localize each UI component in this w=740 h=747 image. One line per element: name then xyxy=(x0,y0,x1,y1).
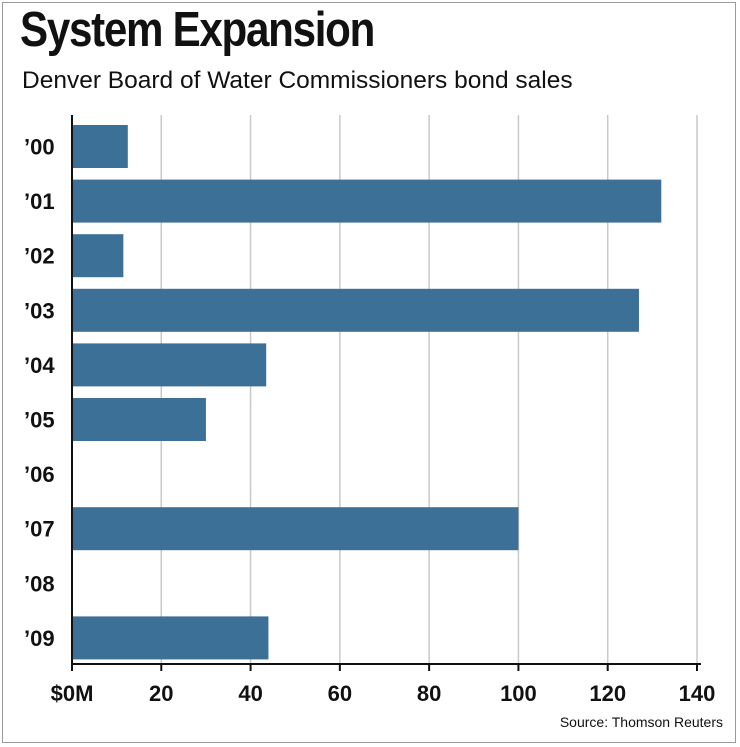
bar-9 xyxy=(72,616,269,660)
x-tick-label: 120 xyxy=(589,681,626,706)
category-label: ’01 xyxy=(24,189,55,214)
category-label: ’06 xyxy=(24,462,55,487)
x-tick-label: $0M xyxy=(51,681,94,706)
bar-1 xyxy=(72,179,662,223)
bar-7 xyxy=(72,507,519,551)
x-tick-label: 40 xyxy=(238,681,262,706)
x-tick-label: 60 xyxy=(328,681,352,706)
bar-2 xyxy=(72,234,124,278)
bar-3 xyxy=(72,288,639,332)
category-label: ’02 xyxy=(24,244,55,269)
category-label: ’08 xyxy=(24,571,55,596)
category-label: ’03 xyxy=(24,298,55,323)
category-label: ’04 xyxy=(24,353,55,378)
x-tick-label: 140 xyxy=(679,681,716,706)
x-tick-label: 80 xyxy=(417,681,441,706)
category-label: ’07 xyxy=(24,517,55,542)
chart-subtitle: Denver Board of Water Commissioners bond… xyxy=(22,67,573,94)
category-label: ’00 xyxy=(24,135,55,160)
category-label: ’05 xyxy=(24,408,55,433)
chart-title: System Expansion xyxy=(20,3,375,57)
x-tick-label: 100 xyxy=(500,681,537,706)
bar-0 xyxy=(72,125,128,168)
category-label: ’09 xyxy=(24,626,55,651)
bar-4 xyxy=(72,343,267,387)
source-note: Source: Thomson Reuters xyxy=(559,714,723,730)
x-tick-label: 20 xyxy=(149,681,173,706)
bar-5 xyxy=(72,398,206,441)
